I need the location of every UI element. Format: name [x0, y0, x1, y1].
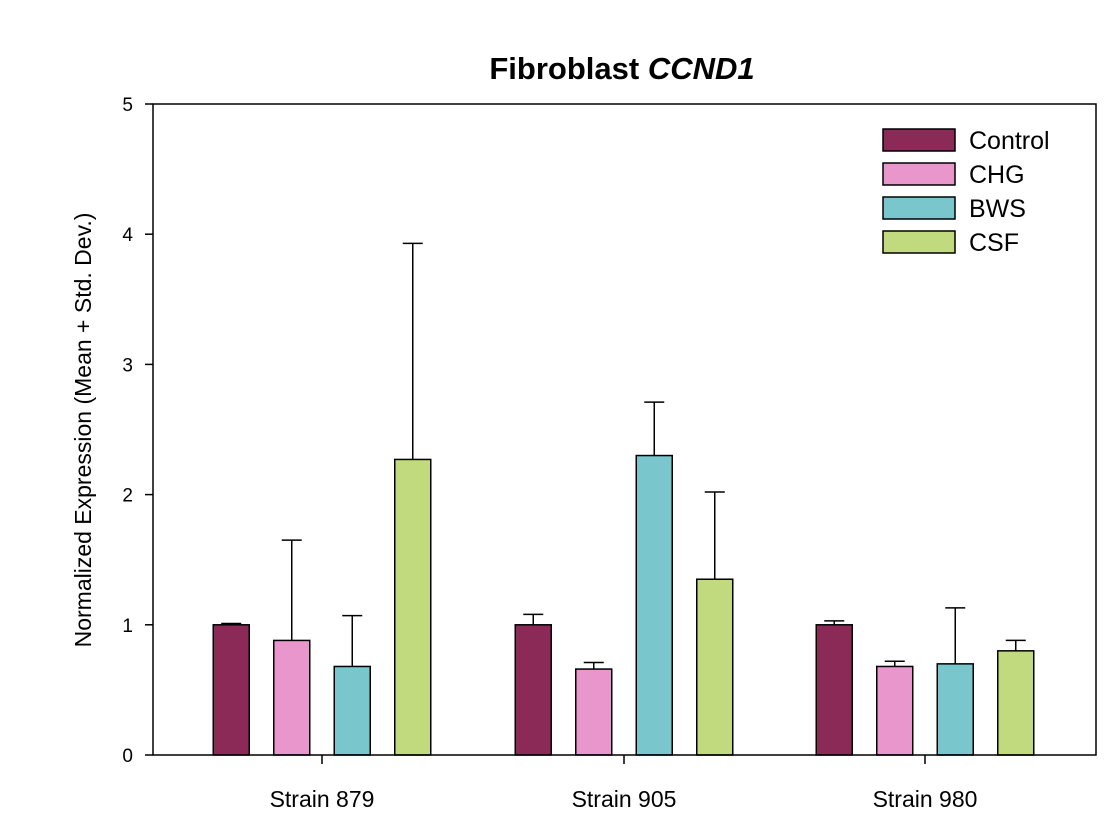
x-axis: Strain 879 Strain 905 Strain 980 [270, 755, 978, 812]
bars-layer [212, 454, 1035, 756]
bar-bws-1 [333, 665, 371, 756]
error-bars-layer [221, 242, 1026, 670]
legend-swatch-control [882, 128, 956, 152]
x-category-label: Strain 905 [572, 786, 677, 812]
legend-swatch-bws [882, 196, 956, 220]
legend-label-chg: CHG [969, 161, 1025, 189]
y-tick-label: 4 [122, 225, 133, 246]
bar-bws-3 [936, 663, 974, 756]
x-category-label: Strain 879 [270, 786, 375, 812]
y-axis: 0 1 2 3 4 5 [122, 95, 153, 767]
y-tick-label: 1 [122, 616, 133, 637]
y-tick-label: 2 [122, 486, 133, 507]
bar-control-2 [514, 624, 552, 756]
bar-csf-3 [997, 650, 1035, 756]
legend-label-csf: CSF [969, 229, 1019, 257]
bar-control-3 [815, 624, 853, 756]
bar-csf-1 [394, 458, 432, 756]
bar-chg-2 [575, 668, 613, 756]
legend-label-bws: BWS [969, 195, 1026, 223]
bar-bws-2 [635, 454, 673, 756]
y-tick-label: 0 [122, 746, 133, 767]
bar-chg-1 [273, 639, 311, 756]
y-axis-label: Normalized Expression (Mean + Std. Dev.) [70, 213, 96, 648]
chart-title: Fibroblast CCND1 [489, 51, 754, 86]
chart-title-italic: CCND1 [648, 51, 755, 86]
legend-label-control: Control [969, 127, 1050, 155]
legend: Control CHG BWS CSF [882, 127, 1050, 257]
legend-swatch-chg [882, 162, 956, 186]
bar-control-1 [212, 624, 250, 756]
bar-chg-3 [876, 665, 914, 756]
x-category-label: Strain 980 [873, 786, 978, 812]
chart-title-text: Fibroblast [489, 51, 647, 86]
y-tick-label: 3 [122, 355, 133, 376]
y-tick-label: 5 [122, 95, 133, 116]
legend-swatch-csf [882, 230, 956, 254]
bar-csf-2 [696, 578, 734, 756]
